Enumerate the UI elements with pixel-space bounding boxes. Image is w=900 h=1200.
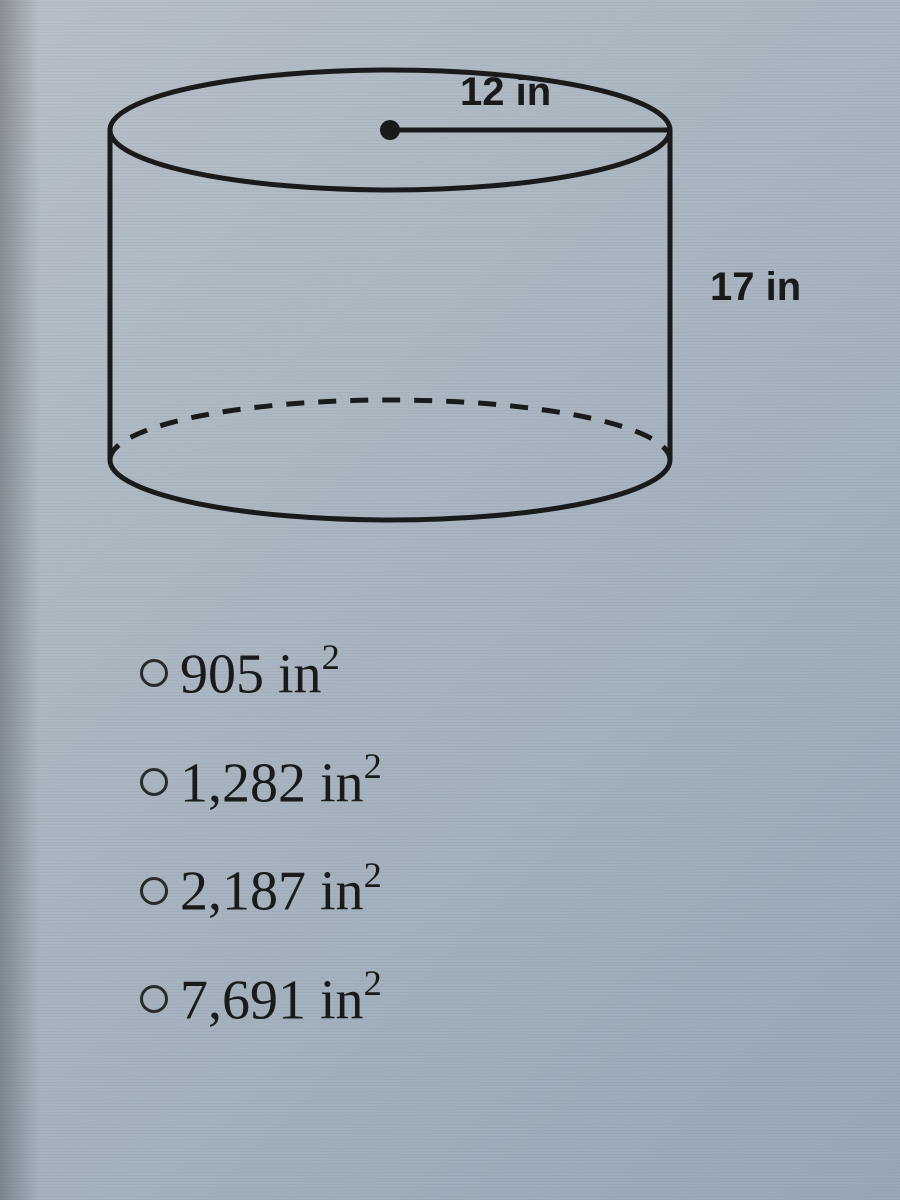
option-row-d[interactable]: 7,691 in2 <box>140 966 382 1033</box>
option-label: 1,282 in2 <box>180 749 382 816</box>
option-unit: in <box>278 644 322 706</box>
option-label: 905 in2 <box>180 640 340 707</box>
option-row-b[interactable]: 1,282 in2 <box>140 749 382 816</box>
radio-icon[interactable] <box>140 768 168 796</box>
option-value: 7,691 <box>180 970 306 1032</box>
option-value: 905 <box>180 644 264 706</box>
option-unit: in <box>320 970 364 1032</box>
answer-options-list: 905 in2 1,282 in2 2,187 in2 7,691 in2 <box>140 640 382 1033</box>
option-exponent: 2 <box>364 963 382 1003</box>
radio-icon[interactable] <box>140 985 168 1013</box>
screen-left-shadow <box>0 0 40 1200</box>
option-label: 7,691 in2 <box>180 966 382 1033</box>
option-value: 1,282 <box>180 752 306 814</box>
option-exponent: 2 <box>322 637 340 677</box>
option-row-a[interactable]: 905 in2 <box>140 640 382 707</box>
cylinder-svg: 12 in 17 in <box>60 40 840 540</box>
height-label: 17 in <box>710 265 801 309</box>
radius-label: 12 in <box>460 70 551 114</box>
option-unit: in <box>320 861 364 923</box>
cylinder-bottom-front-arc <box>110 460 670 520</box>
option-label: 2,187 in2 <box>180 857 382 924</box>
radio-icon[interactable] <box>140 659 168 687</box>
option-unit: in <box>320 752 364 814</box>
cylinder-diagram: 12 in 17 in <box>60 40 840 540</box>
option-value: 2,187 <box>180 861 306 923</box>
cylinder-bottom-back-arc <box>110 400 670 460</box>
option-row-c[interactable]: 2,187 in2 <box>140 857 382 924</box>
radio-icon[interactable] <box>140 877 168 905</box>
option-exponent: 2 <box>364 855 382 895</box>
option-exponent: 2 <box>364 746 382 786</box>
